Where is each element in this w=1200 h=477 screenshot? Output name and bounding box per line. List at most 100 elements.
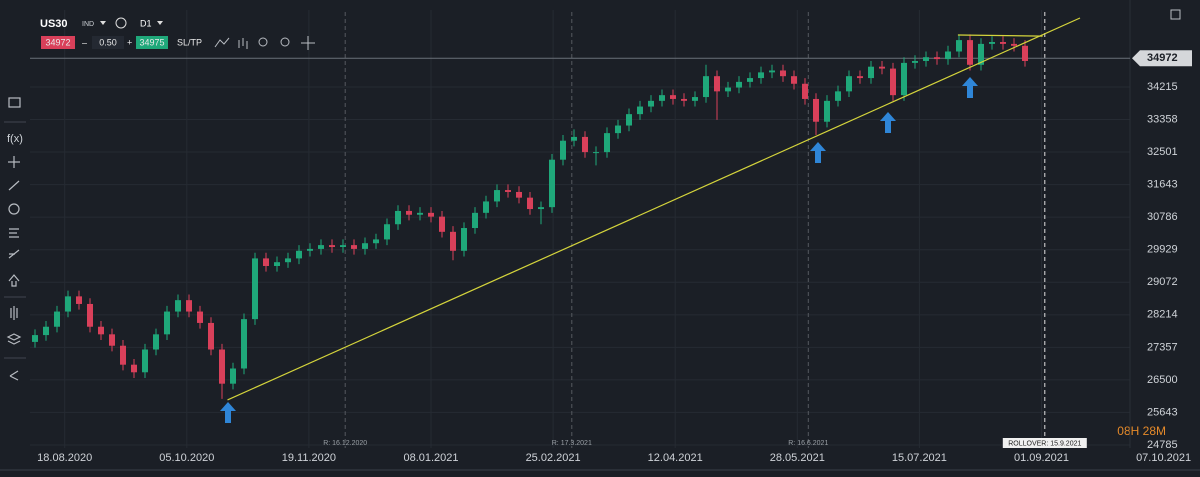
indicator-icon[interactable]: [238, 38, 248, 49]
candle-body: [252, 258, 258, 320]
candle-body: [1022, 45, 1028, 61]
candle-body: [604, 133, 610, 153]
candle-body: [527, 197, 533, 210]
buy-price[interactable]: 34975: [139, 37, 164, 47]
symbol[interactable]: US30: [40, 18, 68, 30]
candle-body: [549, 159, 555, 208]
dropdown[interactable]: [157, 21, 163, 25]
move-icon[interactable]: [301, 36, 315, 50]
candle-body: [362, 243, 368, 249]
x-tick-label: 19.11.2020: [282, 452, 336, 464]
plus[interactable]: +: [127, 37, 132, 47]
up-arrow: [810, 142, 826, 163]
tool-icon[interactable]: [9, 370, 19, 381]
x-tick-label: 01.09.2021: [1014, 452, 1069, 464]
fx-button[interactable]: f(x): [7, 133, 23, 145]
tool-icon[interactable]: [8, 203, 20, 215]
tool-icon[interactable]: [6, 333, 22, 345]
timeframe[interactable]: D1: [140, 18, 152, 28]
y-tick-label: 32501: [1147, 146, 1178, 158]
candle-body: [835, 91, 841, 101]
candle-body: [263, 258, 269, 266]
candle-body: [307, 248, 313, 251]
candle-body: [1000, 42, 1006, 44]
candle-body: [285, 258, 291, 263]
candle-body: [32, 335, 38, 342]
info-icon[interactable]: [115, 17, 127, 29]
minus[interactable]: –: [82, 37, 87, 47]
candle-body: [637, 106, 643, 115]
zoom-out[interactable]: [258, 37, 268, 47]
candle-body: [395, 210, 401, 225]
candle-body: [329, 245, 335, 248]
candle-body: [76, 296, 82, 304]
candle-body: [406, 210, 412, 215]
candle-body: [648, 100, 654, 107]
y-tick-label: 25643: [1147, 406, 1178, 418]
tool-icon[interactable]: [10, 306, 18, 320]
symbol-type: IND: [82, 21, 94, 28]
dropdown[interactable]: [100, 21, 106, 25]
candle-body: [802, 83, 808, 99]
candle-body: [373, 239, 379, 244]
chart-type-icon[interactable]: [214, 37, 230, 48]
sell-price[interactable]: 34972: [45, 37, 70, 47]
sell-box[interactable]: [41, 36, 75, 49]
sltp[interactable]: SL/TP: [177, 37, 202, 47]
tool-icon[interactable]: [8, 249, 20, 259]
candle-body: [593, 152, 599, 154]
candle-body: [923, 57, 929, 61]
candle-body: [1011, 43, 1017, 46]
candle-body: [164, 311, 170, 335]
candle-body: [219, 349, 225, 384]
y-tick-label: 27357: [1147, 341, 1178, 353]
candle-body: [703, 76, 709, 98]
lot-box[interactable]: [92, 36, 124, 49]
candle-body: [879, 66, 885, 69]
toolbar-icons: [214, 36, 315, 50]
tool-icon[interactable]: [8, 274, 20, 287]
candle-body: [736, 81, 742, 88]
candle-body: [131, 364, 137, 373]
candle-body: [461, 228, 467, 251]
y-tick-label: 34215: [1147, 81, 1178, 93]
candle-body: [505, 190, 511, 192]
x-tick-label: 05.10.2020: [159, 452, 214, 464]
candle-body: [351, 245, 357, 249]
tool-icon[interactable]: [8, 180, 20, 191]
candle-body: [901, 62, 907, 96]
candle-body: [197, 311, 203, 323]
plot: 34215 33358 32501 31643 30786 29929 29072 28214…: [30, 0, 1192, 464]
candle-body: [109, 334, 115, 346]
candle-body: [208, 322, 214, 350]
up-arrow: [962, 77, 978, 98]
price-tag: [1132, 50, 1192, 67]
candle-body: [120, 345, 126, 365]
candle-body: [186, 300, 192, 312]
candle-body: [274, 262, 280, 266]
tool-icon[interactable]: [8, 97, 21, 108]
zoom-in[interactable]: [280, 37, 290, 47]
candle-body: [175, 300, 181, 312]
rollover-label: R: 16.12.2020: [323, 440, 367, 447]
candle-body: [912, 60, 918, 63]
candle-body: [769, 70, 775, 73]
candle-body: [483, 201, 489, 213]
candle-body: [857, 76, 863, 79]
candle-body: [87, 303, 93, 327]
y-tick-label: 33358: [1147, 113, 1178, 125]
y-tick-label: 29929: [1147, 244, 1178, 256]
buy-box[interactable]: [136, 36, 168, 49]
candle-body: [98, 326, 104, 335]
rollover-label: R: 16.6.2021: [788, 440, 828, 447]
candle-body: [472, 212, 478, 229]
lot[interactable]: 0.50: [99, 37, 117, 47]
expand-icon[interactable]: [1170, 9, 1181, 20]
candle-body: [571, 136, 577, 141]
candle-body: [428, 212, 434, 217]
tool-icon[interactable]: [9, 228, 19, 238]
y-tick-label: 31643: [1147, 179, 1178, 191]
y-tick-label: 29072: [1147, 276, 1178, 288]
